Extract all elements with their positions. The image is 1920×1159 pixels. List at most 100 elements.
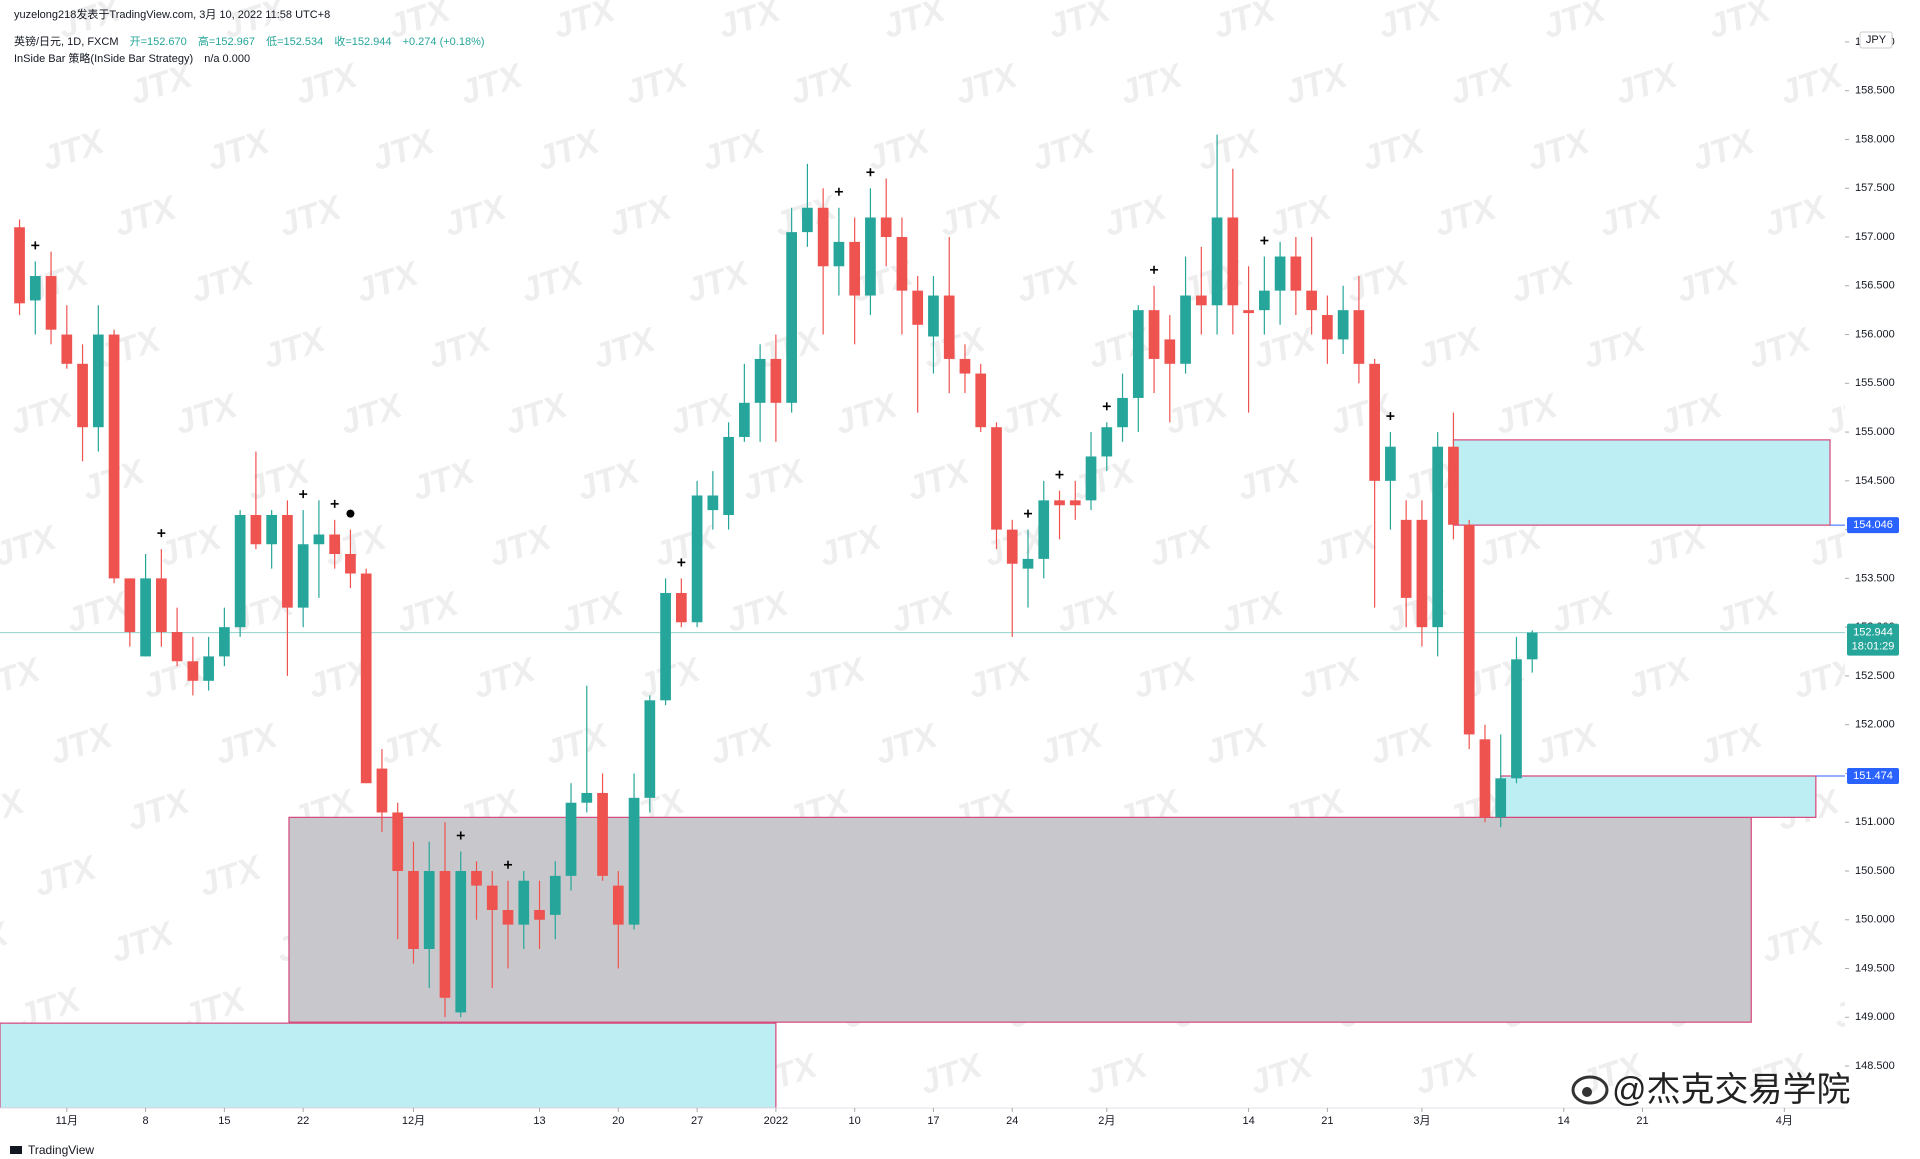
watermark: JTX [1414, 320, 1487, 376]
watermark: JTX [1483, 1112, 1556, 1159]
candle-body [896, 237, 908, 291]
signal-marker [330, 499, 339, 508]
logo-part [1582, 1087, 1592, 1097]
watermark: JTX [94, 320, 167, 376]
watermark: JTX [0, 782, 31, 838]
signal-marker [1102, 402, 1111, 411]
price-label-box [1847, 767, 1899, 784]
candle-body [754, 358, 766, 403]
candle-body [581, 792, 593, 803]
candle-body [991, 427, 1002, 530]
candle-body [1117, 397, 1128, 428]
candle-body [1337, 310, 1349, 340]
watermark: JTX [1446, 56, 1519, 112]
candle-body [691, 495, 703, 623]
signal-marker [1386, 412, 1395, 421]
candle-body [975, 373, 987, 428]
watermark: JTX [964, 650, 1037, 706]
watermark: JTX [517, 254, 590, 310]
low-value: 低=152.534 [266, 36, 324, 48]
x-tick-label: 24 [1006, 1115, 1018, 1127]
watermark: JTX [1265, 188, 1338, 244]
candle-body [108, 334, 120, 579]
candle-body [155, 578, 167, 633]
watermark: JTX [6, 386, 79, 442]
candle-body [612, 885, 624, 925]
watermark: JTX [1201, 716, 1274, 772]
watermark: JTX [1776, 56, 1849, 112]
watermark: JTX [38, 122, 111, 178]
watermark: JTX [1233, 452, 1306, 508]
watermark: JTX [650, 518, 723, 574]
last-price-label: 152.944 [1853, 627, 1893, 639]
watermark: JTX [259, 320, 332, 376]
x-tick-label: 15 [218, 1115, 230, 1127]
signal-marker [834, 187, 843, 196]
y-tick-label: 152.500 [1855, 670, 1895, 682]
candle-body [1038, 500, 1050, 559]
watermark: JTX [1153, 1112, 1226, 1159]
watermark: JTX [1281, 56, 1354, 112]
zone [1500, 775, 1817, 818]
candle-body [234, 514, 246, 628]
y-tick-label: 149.000 [1855, 1011, 1895, 1023]
watermark: JTX [1081, 1046, 1154, 1102]
watermark: JTX [187, 254, 260, 310]
watermark: JTX [1829, 980, 1902, 1036]
watermark: JTX [1129, 650, 1202, 706]
watermark: JTX [46, 716, 119, 772]
watermark: JTX [1358, 122, 1431, 178]
y-tick-label: 150.000 [1855, 914, 1895, 926]
watermark: JTX [903, 452, 976, 508]
candle-body [124, 578, 136, 633]
candle-body [1243, 310, 1254, 314]
watermark: JTX [1696, 716, 1769, 772]
candle-body [1385, 446, 1396, 481]
candle-body [865, 217, 876, 296]
watermark: JTX [1688, 122, 1761, 178]
high-value: 高=152.967 [197, 36, 256, 48]
watermark: JTX [1656, 386, 1729, 442]
y-tick-label: 158.000 [1855, 133, 1895, 145]
signal-marker [866, 168, 875, 177]
candle-body [77, 363, 88, 428]
watermark: JTX [1028, 122, 1101, 178]
candle-body [313, 534, 325, 545]
watermark: JTX [1672, 254, 1745, 310]
watermark: JTX [951, 56, 1024, 112]
watermark: JTX [469, 650, 542, 706]
watermark: JTX [1757, 914, 1830, 970]
watermark: JTX [557, 584, 630, 640]
watermark: JTX [887, 584, 960, 640]
watermark: JTX [541, 716, 614, 772]
y-tick-label: 157.000 [1855, 231, 1895, 243]
y-tick-label: 151.000 [1855, 816, 1895, 828]
weibo-logo [1571, 1075, 1609, 1105]
candle-body [408, 870, 419, 950]
candle-body [1054, 500, 1065, 506]
watermark: JTX [996, 386, 1069, 442]
candle-body [1195, 295, 1207, 306]
watermark: JTX [863, 122, 936, 178]
watermark: JTX [831, 386, 904, 442]
publisher: yuzelong218发表于TradingView.com, 3月 10, 20… [14, 9, 331, 21]
candle-body [1148, 310, 1160, 359]
price-label-box [1847, 517, 1899, 534]
watermark: JTX [155, 518, 228, 574]
watermark: JTX [738, 452, 811, 508]
watermark: JTX [815, 518, 888, 574]
watermark: JTX [988, 1112, 1061, 1159]
watermark: JTX [1430, 188, 1503, 244]
watermark: JTX [203, 122, 276, 178]
candle-body [187, 661, 199, 681]
candle-body [1495, 778, 1507, 818]
y-tick-label: 158.500 [1855, 85, 1895, 97]
candle-body [1022, 558, 1034, 569]
candle-body [786, 232, 797, 403]
candle-body [1069, 500, 1081, 506]
watermark: JTX [1052, 584, 1125, 640]
watermark: JTX [549, 0, 622, 46]
watermark: JTX [1760, 188, 1833, 244]
watermark: JTX [573, 452, 646, 508]
price-label: 151.474 [1853, 770, 1893, 782]
